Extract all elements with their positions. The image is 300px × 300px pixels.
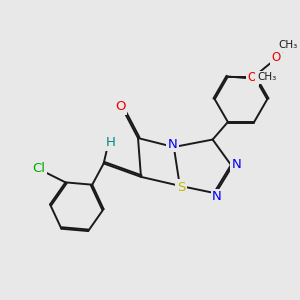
Text: S: S [177,181,185,194]
Text: O: O [271,51,280,64]
Text: CH₃: CH₃ [257,72,276,82]
Text: O: O [248,71,257,84]
Text: N: N [167,137,177,151]
Text: Cl: Cl [32,162,45,175]
Text: CH₃: CH₃ [278,40,298,50]
Text: N: N [212,190,222,203]
Text: H: H [106,136,116,149]
Text: O: O [115,100,125,113]
Text: N: N [232,158,242,171]
